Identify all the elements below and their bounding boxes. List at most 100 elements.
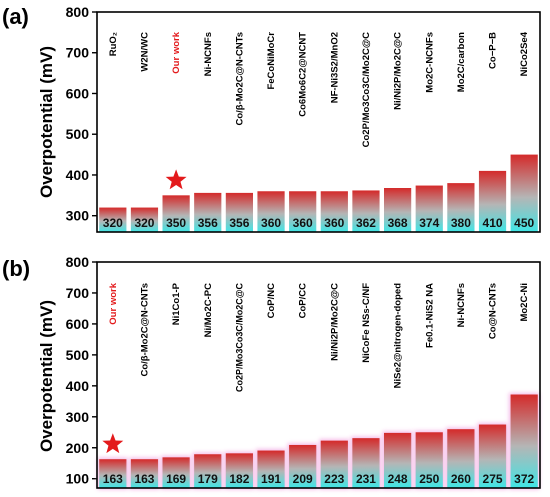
panel-b: (b) Overpotential (mV) 100 200 300 400 500 60… bbox=[2, 254, 541, 490]
panel-b-ylabel: Overpotential (mV) bbox=[37, 300, 56, 452]
category-label: FeCoNiMoCr bbox=[266, 32, 277, 90]
bar-11 bbox=[415, 185, 443, 232]
category-label: Co/β-Mo2C@N-CNTs bbox=[234, 32, 245, 126]
bar-value-label: 179 bbox=[198, 472, 218, 486]
bar-10 bbox=[384, 188, 412, 232]
bar-value-label: 209 bbox=[293, 472, 313, 486]
bar-value-label: 450 bbox=[514, 216, 534, 230]
bar-value-label: 362 bbox=[356, 216, 376, 230]
bar-11 bbox=[415, 432, 443, 488]
category-label: W2N/WC bbox=[139, 32, 150, 72]
y-tick-label: 300 bbox=[66, 208, 90, 224]
panel-a-y-axis: 300 400 500 600 700 800 bbox=[66, 4, 97, 224]
bar-value-label: 410 bbox=[483, 216, 503, 230]
bar-value-label: 223 bbox=[324, 472, 344, 486]
category-label: NiCo2Se4 bbox=[519, 31, 530, 76]
panel-b-y-axis: 100 200 300 400 500 600 700 800 bbox=[66, 254, 97, 487]
bar-value-label: 372 bbox=[514, 472, 534, 486]
category-label: Co−P−B bbox=[488, 32, 499, 69]
bar-12 bbox=[447, 183, 475, 232]
bar-value-label: 163 bbox=[103, 472, 123, 486]
bar-8 bbox=[320, 440, 348, 488]
star-icon bbox=[165, 169, 187, 190]
category-label: CoP/CC bbox=[298, 283, 309, 319]
bar-4 bbox=[194, 192, 222, 232]
bar-2 bbox=[130, 459, 159, 488]
y-tick-label: 600 bbox=[66, 85, 90, 101]
y-tick-label: 400 bbox=[66, 167, 90, 183]
bar-1 bbox=[99, 459, 127, 488]
bar-14 bbox=[510, 394, 538, 488]
bar-2 bbox=[130, 207, 159, 232]
category-label: NiCoFe NSs-C/NF bbox=[361, 283, 372, 363]
y-tick-label: 300 bbox=[66, 409, 90, 425]
category-label: Ni/Ni2P/Mo2C@C bbox=[329, 283, 340, 361]
bar-value-label: 380 bbox=[451, 216, 471, 230]
bar-value-label: 191 bbox=[261, 472, 281, 486]
y-tick-label: 600 bbox=[66, 316, 90, 332]
category-label: Co6Mo6C2@NCNT bbox=[298, 32, 309, 117]
bar-13 bbox=[478, 170, 507, 232]
y-tick-label: 500 bbox=[66, 347, 90, 363]
bar-5 bbox=[225, 453, 253, 488]
category-label: Ni-NCNFs bbox=[203, 32, 214, 76]
y-tick-label: 200 bbox=[66, 440, 90, 456]
bar-value-label: 250 bbox=[419, 472, 439, 486]
panel-b-bars: 163 163 169 179 182 191 209 223 231 248 250 260 275 3… bbox=[97, 393, 540, 490]
bar-9 bbox=[352, 438, 380, 488]
bar-value-label: 356 bbox=[198, 216, 218, 230]
bar-value-label: 260 bbox=[451, 472, 471, 486]
panel-a-plot-frame bbox=[96, 11, 541, 233]
category-label: NF-Ni3S2/MnO2 bbox=[329, 32, 340, 103]
bar-value-label: 163 bbox=[134, 472, 154, 486]
y-tick-label: 100 bbox=[66, 471, 90, 487]
bar-value-label: 368 bbox=[388, 216, 408, 230]
panel-a-label: (a) bbox=[2, 4, 29, 29]
y-tick-label: 800 bbox=[66, 4, 90, 20]
star-icon bbox=[102, 433, 124, 454]
bar-7 bbox=[289, 444, 317, 488]
category-label: NiSe2@nitrogen-doped bbox=[393, 283, 404, 389]
bar-value-label: 182 bbox=[229, 472, 249, 486]
bar-value-label: 248 bbox=[388, 472, 408, 486]
bar-value-label: 350 bbox=[166, 216, 186, 230]
category-label: Ni1Co1-P bbox=[171, 282, 182, 325]
category-label: Our work bbox=[171, 31, 182, 73]
panel-b-label: (b) bbox=[2, 256, 30, 281]
bar-value-label: 231 bbox=[356, 472, 376, 486]
bar-value-label: 320 bbox=[103, 216, 123, 230]
bar-3 bbox=[162, 195, 190, 232]
bar-value-label: 374 bbox=[419, 216, 439, 230]
y-tick-label: 700 bbox=[66, 285, 90, 301]
bar-10 bbox=[384, 432, 412, 488]
bar-3 bbox=[162, 457, 190, 488]
category-label: Ni/Mo2C-PC bbox=[203, 283, 214, 338]
category-label: Mo2C-Ni bbox=[519, 283, 530, 322]
category-label: Co2P/Mo3Co3C/Mo2C@C bbox=[234, 283, 245, 392]
bar-12 bbox=[447, 429, 475, 488]
panel-a: (a) Overpotential (mV) 300 400 500 600 700 80… bbox=[2, 4, 541, 233]
panel-a-category-labels: RuO₂ W2N/WC Our work Ni-NCNFs Co/β-Mo2C@N-CN… bbox=[108, 31, 530, 147]
bar-value-label: 360 bbox=[293, 216, 313, 230]
category-label: CoP/NC bbox=[266, 283, 277, 319]
panel-a-ylabel: Overpotential (mV) bbox=[37, 46, 56, 198]
bar-value-label: 356 bbox=[229, 216, 249, 230]
bar-7 bbox=[289, 191, 317, 232]
panel-a-bars: 320 320 350 356 356 360 360 360 362 368 374 380 410 4… bbox=[99, 154, 538, 232]
category-label: Ni-NCNFs bbox=[456, 283, 467, 327]
bar-value-label: 360 bbox=[261, 216, 281, 230]
bar-4 bbox=[194, 454, 222, 488]
bar-8 bbox=[320, 191, 348, 232]
bar-1 bbox=[99, 207, 127, 232]
category-label: Co2P/Mo3Co3C/Mo2C@C bbox=[361, 32, 372, 147]
panel-b-category-labels: Our work Co/β-Mo2C@N-CNTs Ni1Co1-P Ni/Mo2C-… bbox=[108, 282, 530, 392]
category-label: Mo2C-NCNFs bbox=[424, 32, 435, 93]
bar-value-label: 169 bbox=[166, 472, 186, 486]
y-tick-label: 800 bbox=[66, 254, 90, 270]
category-label: RuO₂ bbox=[108, 32, 119, 56]
bar-14 bbox=[510, 154, 538, 232]
category-label: Co/β-Mo2C@N-CNTs bbox=[139, 283, 150, 377]
category-label: Our work bbox=[108, 282, 119, 324]
y-tick-label: 400 bbox=[66, 378, 90, 394]
